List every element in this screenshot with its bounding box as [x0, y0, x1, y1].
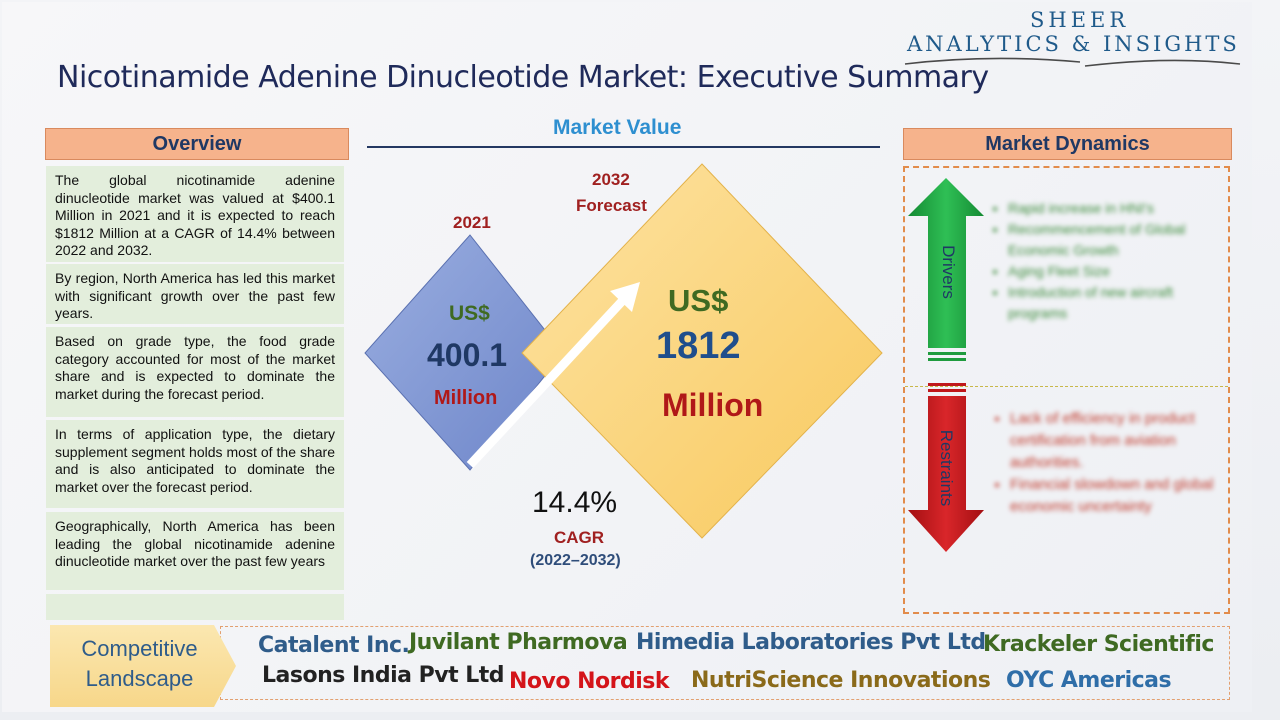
growth-arrow-icon — [610, 282, 640, 312]
drivers-list: Rapid increase in HNI's Recommencement o… — [994, 198, 1228, 324]
logo-text-sheer: SHEER — [1030, 8, 1130, 32]
market-dynamics-panel — [903, 166, 1230, 614]
unit-2032: Million — [662, 387, 764, 423]
market-value-heading: Market Value — [553, 116, 682, 139]
diamond-2021 — [364, 234, 564, 471]
currency-2032: US$ — [668, 283, 729, 318]
competitive-landscape-chevron — [50, 625, 236, 707]
growth-arrow-shaft — [466, 294, 629, 469]
company-novo-nordisk: Novo Nordisk — [509, 669, 670, 694]
company-nutriscience: NutriScience Innovations — [691, 668, 991, 693]
diamond-2032 — [521, 163, 883, 539]
cagr-period: (2022–2032) — [530, 552, 621, 569]
overview-card-empty — [46, 594, 344, 620]
drivers-label: Drivers — [939, 245, 958, 299]
driver-item: Introduction of new aircraft programs — [1008, 282, 1228, 324]
value-2032: 1812 — [656, 325, 741, 367]
company-krackeler: Krackeler Scientific — [983, 632, 1214, 657]
overview-card-5: Geographically, North America has been l… — [46, 512, 344, 590]
restraint-item: Lack of efficiency in product certificat… — [1010, 408, 1224, 474]
driver-item: Rapid increase in HNI's — [1008, 198, 1228, 219]
overview-heading: Overview — [45, 128, 349, 160]
restraint-item: Financial slowdown and global economic u… — [1010, 474, 1224, 518]
market-value-graphic — [364, 163, 883, 539]
unit-2021: Million — [434, 387, 498, 409]
company-oyc-americas: OYC Americas — [1006, 668, 1172, 693]
market-dynamics-heading: Market Dynamics — [903, 128, 1232, 160]
restraint-down-arrow-icon — [908, 396, 984, 552]
value-2021: 400.1 — [427, 337, 508, 373]
forecast-label: Forecast — [576, 196, 647, 215]
competitive-landscape-label: Competitive Landscape — [81, 636, 198, 691]
restraints-list: Lack of efficiency in product certificat… — [996, 408, 1224, 518]
year-2021-label: 2021 — [453, 213, 491, 232]
market-value-divider — [367, 146, 880, 148]
overview-card-1: The global nicotinamide adenine dinucleo… — [46, 166, 344, 262]
overview-card-3: Based on grade type, the food grade cate… — [46, 327, 344, 417]
company-lasons: Lasons India Pvt Ltd — [262, 663, 505, 688]
cagr-label: CAGR — [554, 528, 605, 547]
page-title: Nicotinamide Adenine Dinucleotide Market… — [57, 60, 989, 95]
currency-2021: US$ — [449, 302, 490, 325]
restraints-label: Restraints — [937, 429, 956, 507]
driver-item: Aging Fleet Size — [1008, 261, 1228, 282]
overview-card-2: By region, North America has led this ma… — [46, 264, 344, 324]
dynamics-arrows — [908, 178, 984, 552]
overview-card-4: In terms of application type, the dietar… — [46, 420, 344, 508]
driver-item: Recommencement of Global Economic Growth — [1008, 219, 1228, 261]
logo-swoosh-icon — [904, 57, 1241, 67]
cagr-value: 14.4% — [532, 486, 618, 519]
market-dynamics-divider — [905, 386, 1228, 387]
logo-text-analytics: ANALYTICS & INSIGHTS — [907, 32, 1240, 56]
company-himedia: Himedia Laboratories Pvt Ltd — [636, 630, 986, 655]
driver-up-arrow-icon — [908, 178, 984, 348]
company-catalent: Catalent Inc. — [258, 633, 410, 658]
company-juvilant: Juvilant Pharmova — [409, 630, 628, 655]
year-2032-label: 2032 — [592, 170, 630, 189]
